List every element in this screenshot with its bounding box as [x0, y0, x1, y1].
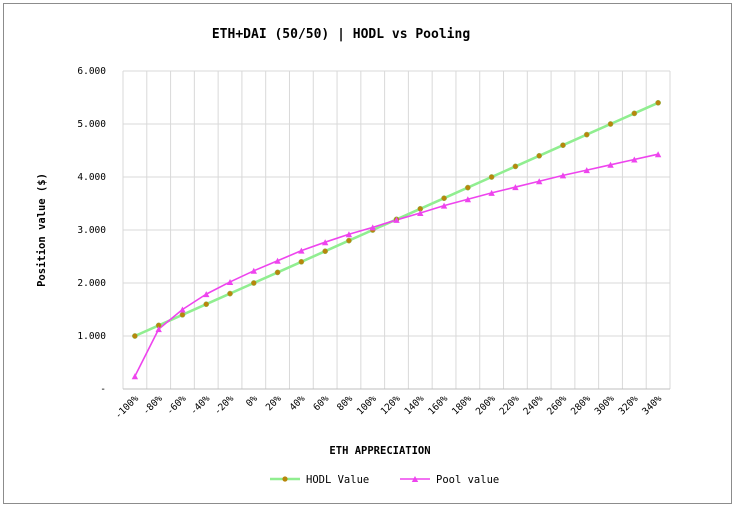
x-tick-label: 160% — [426, 393, 450, 417]
x-tick-label: 300% — [593, 393, 617, 417]
y-tick-label: 3.000 — [77, 225, 106, 236]
hodl-point — [560, 142, 566, 149]
pool-point — [559, 172, 567, 179]
legend-swatch-marker — [411, 476, 419, 482]
pool-point — [131, 373, 139, 380]
series-markers — [131, 99, 662, 380]
x-tick-label: 100% — [355, 393, 379, 417]
hodl-point — [227, 290, 233, 297]
y-tick-label: 4.000 — [77, 172, 106, 183]
pool-point — [274, 257, 281, 264]
legend-swatch-marker — [282, 476, 288, 482]
x-tick-label: -80% — [141, 393, 165, 417]
x-tick-label: 220% — [498, 393, 522, 417]
hodl-point — [346, 237, 352, 244]
pool-point — [654, 151, 662, 158]
legend-label: HODL Value — [306, 474, 369, 486]
x-tick-label: 320% — [616, 393, 640, 417]
hodl-point — [179, 311, 186, 318]
x-tick-label: -60% — [165, 393, 189, 417]
pool-point — [250, 267, 258, 274]
hodl-point — [250, 280, 257, 286]
hodl-point — [607, 121, 614, 127]
grid — [122, 70, 671, 390]
x-tick-label: 40% — [288, 393, 308, 413]
pool-point — [298, 247, 305, 254]
legend-label: Pool value — [436, 474, 499, 486]
hodl-point — [488, 174, 495, 180]
series-lines — [134, 101, 659, 377]
hodl-point — [298, 258, 305, 265]
hodl-point — [274, 269, 281, 276]
x-tick-label: 240% — [521, 393, 545, 417]
x-tick-label: 180% — [450, 393, 474, 417]
pool-point — [345, 231, 353, 238]
hodl-point — [536, 152, 543, 159]
x-tick-label: 340% — [640, 393, 664, 417]
hodl-point — [203, 301, 210, 308]
hodl-point — [441, 195, 447, 202]
hodl-point — [655, 99, 661, 106]
pool-point — [512, 184, 519, 191]
hodl-point — [464, 184, 471, 191]
chart-frame — [3, 3, 732, 504]
pool-point — [535, 178, 543, 185]
pool-point — [226, 278, 234, 285]
x-tick-label: 80% — [335, 393, 355, 413]
pool-point — [440, 202, 448, 209]
x-tick-label: -40% — [188, 393, 212, 417]
pool-point — [203, 291, 210, 298]
x-tick-label: -20% — [212, 393, 236, 417]
y-tick-label: 2.000 — [77, 278, 106, 289]
chart-title: ETH+DAI (50/50) | HODL vs Pooling — [212, 27, 470, 42]
y-axis-title: Position value ($) — [36, 173, 48, 287]
x-tick-label: 60% — [311, 393, 331, 413]
x-tick-label: -100% — [113, 393, 141, 421]
x-tick-label: 200% — [474, 393, 498, 417]
pool-point — [369, 224, 376, 231]
x-tick-label: 260% — [545, 393, 569, 417]
pool-point — [155, 326, 162, 333]
pool-point — [607, 161, 614, 168]
pool-point — [464, 196, 472, 203]
y-tick-label: 5.000 — [77, 119, 106, 130]
pool-point — [488, 189, 495, 196]
pool-point — [321, 239, 329, 246]
x-tick-label: 20% — [264, 393, 284, 413]
y-tick-label: 1.000 — [77, 331, 106, 342]
x-tick-labels: -100% -80% -60% -40% -20% 0% 20% 40% 60% 80% 100% 1… — [113, 393, 664, 421]
pool-point — [179, 306, 186, 313]
pool-point — [631, 156, 638, 163]
hodl-point — [322, 248, 329, 255]
x-tick-label: 120% — [379, 393, 403, 417]
pool-point — [583, 167, 590, 174]
x-axis-title: ETH APPRECIATION — [329, 445, 430, 457]
series-line-pool — [134, 153, 659, 377]
hodl-point — [631, 110, 638, 117]
x-tick-label: 0% — [244, 393, 260, 409]
pool-point — [417, 210, 424, 217]
pool-point — [393, 216, 400, 223]
y-tick-labels: - 1.000 2.000 3.000 4.000 5.000 6.000 — [77, 66, 106, 395]
y-tick-label: 6.000 — [77, 66, 106, 77]
hodl-point — [583, 131, 590, 138]
legend: HODL Value Pool value — [270, 474, 499, 486]
hodl-point — [512, 163, 519, 170]
hodl-point — [132, 333, 138, 339]
y-tick-label: - — [100, 384, 106, 395]
x-tick-label: 280% — [569, 393, 593, 417]
x-tick-label: 140% — [402, 393, 426, 417]
